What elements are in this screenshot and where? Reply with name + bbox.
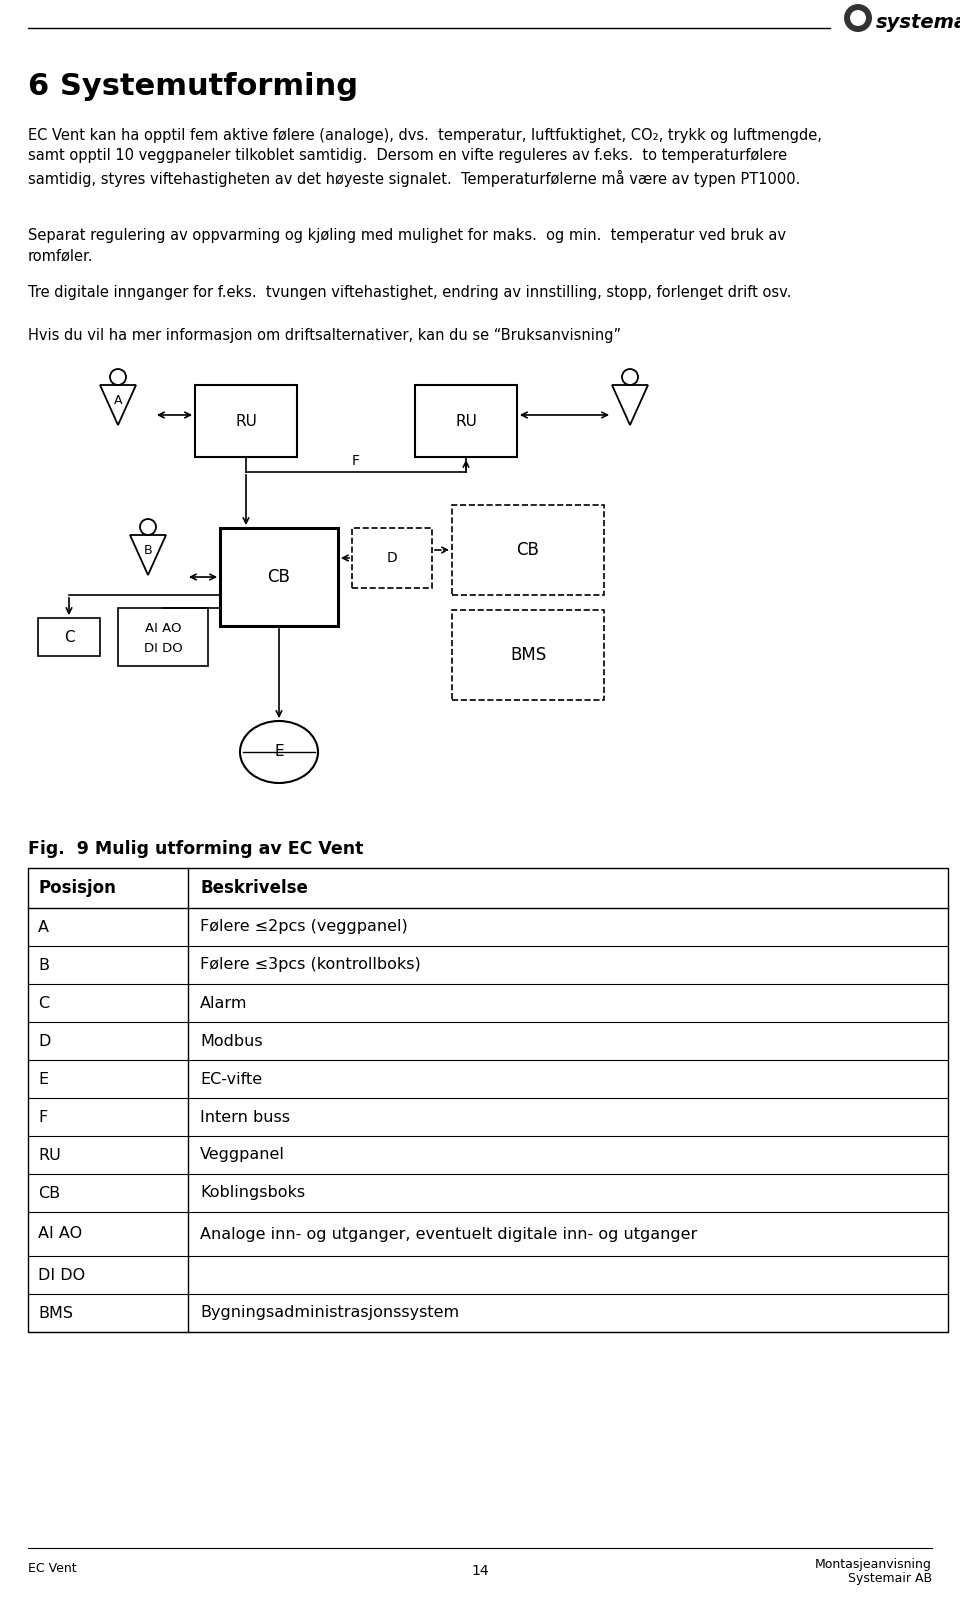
Text: RU: RU [455,414,477,429]
Text: Systemair AB: Systemair AB [848,1572,932,1585]
Text: CB: CB [516,540,540,560]
Bar [452,609,604,700]
Text: Hvis du vil ha mer informasjon om driftsalternativer, kan du se “Bruksanvisning”: Hvis du vil ha mer informasjon om drifts… [28,328,621,344]
Bar [38,617,100,656]
Text: E: E [38,1071,48,1086]
Text: RU: RU [235,414,257,429]
Text: RU: RU [38,1148,60,1162]
Text: systemair: systemair [876,13,960,32]
Bar [220,528,338,625]
Bar [415,385,517,457]
Text: Posisjon: Posisjon [38,879,116,897]
Text: Beskrivelse: Beskrivelse [200,879,308,897]
Text: A: A [113,393,122,406]
Text: Montasjeanvisning: Montasjeanvisning [815,1557,932,1570]
Text: CB: CB [268,568,291,585]
Text: C: C [38,996,49,1011]
Text: B: B [144,544,153,556]
Text: A: A [38,919,49,934]
Text: EC Vent kan ha opptil fem aktive følere (analoge), dvs.  temperatur, luftfuktigh: EC Vent kan ha opptil fem aktive følere … [28,128,822,187]
Text: Intern buss: Intern buss [200,1110,290,1124]
Text: F: F [352,454,360,469]
Bar [352,528,432,588]
Text: D: D [38,1033,50,1049]
Bar [195,385,297,457]
Text: Bygningsadministrasjonssystem: Bygningsadministrasjonssystem [200,1305,459,1321]
Text: AI AO: AI AO [145,622,181,635]
Text: CB: CB [38,1185,60,1201]
Text: Analoge inn- og utganger, eventuelt digitale inn- og utganger: Analoge inn- og utganger, eventuelt digi… [200,1226,697,1241]
Text: E: E [275,745,284,760]
Text: Følere ≤2pcs (veggpanel): Følere ≤2pcs (veggpanel) [200,919,408,934]
Bar [118,608,208,667]
Text: AI AO: AI AO [38,1226,83,1241]
Text: DI DO: DI DO [38,1268,85,1282]
Text: DI DO: DI DO [144,641,182,654]
Text: 6 Systemutforming: 6 Systemutforming [28,72,358,101]
Text: Modbus: Modbus [200,1033,263,1049]
Circle shape [844,5,872,32]
Text: Følere ≤3pcs (kontrollboks): Følere ≤3pcs (kontrollboks) [200,958,420,972]
Text: Koblingsboks: Koblingsboks [200,1185,305,1201]
Text: Alarm: Alarm [200,996,248,1011]
Bar [452,505,604,595]
Circle shape [850,10,866,26]
Bar [28,868,948,1332]
Text: F: F [38,1110,47,1124]
Text: Separat regulering av oppvarming og kjøling med mulighet for maks.  og min.  tem: Separat regulering av oppvarming og kjøl… [28,229,786,264]
Text: B: B [38,958,49,972]
Text: 14: 14 [471,1564,489,1578]
Text: D: D [387,552,397,564]
Text: EC Vent: EC Vent [28,1562,77,1575]
Text: Veggpanel: Veggpanel [200,1148,285,1162]
Text: Fig.  9 Mulig utforming av EC Vent: Fig. 9 Mulig utforming av EC Vent [28,839,364,859]
Text: EC-vifte: EC-vifte [200,1071,262,1086]
Text: BMS: BMS [510,646,546,664]
Text: Tre digitale innganger for f.eks.  tvungen viftehastighet, endring av innstillin: Tre digitale innganger for f.eks. tvunge… [28,285,791,301]
Text: C: C [63,630,74,644]
Text: BMS: BMS [38,1305,73,1321]
